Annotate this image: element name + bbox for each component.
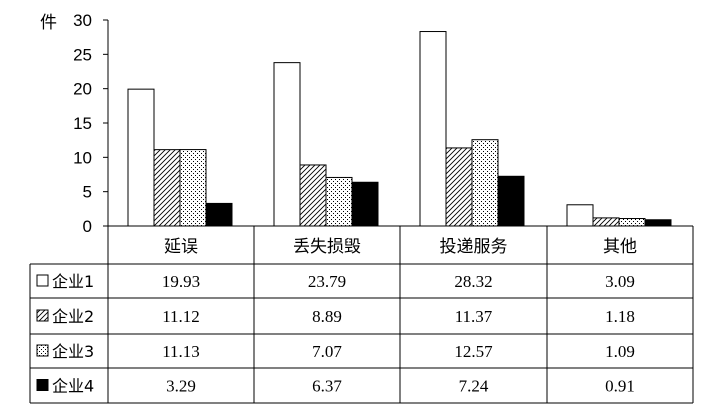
data-label: 11.37 [455,307,493,326]
legend-swatch [36,274,49,287]
bar-企业1-其他 [566,204,594,227]
bar-企业1-投递服务 [419,31,447,227]
data-label: 7.24 [459,377,489,396]
category-label: 其他 [603,237,637,257]
bar-企业2-丢失损毁 [299,164,327,227]
y-tick-label: 5 [83,183,92,202]
data-label: 3.09 [605,272,635,291]
data-label: 11.13 [162,342,200,361]
y-tick-label: 20 [73,80,92,99]
y-tick-label: 15 [73,114,92,133]
legend-label: 企业2 [52,307,94,326]
y-tick-label: 0 [83,217,92,236]
y-tick-label: 25 [73,45,92,64]
y-tick-label: 10 [73,148,92,167]
data-label: 11.12 [162,307,200,326]
bar-企业1-丢失损毁 [273,62,301,227]
data-label: 1.09 [605,342,635,361]
bar-企业3-其他 [618,218,646,227]
legend-swatch [36,309,49,322]
bar-企业4-丢失损毁 [351,181,379,227]
y-tick-label: 30 [73,11,92,30]
bar-企业3-延误 [179,149,207,227]
category-label: 延误 [164,237,198,257]
data-label: 1.18 [605,307,635,326]
legend-label: 企业3 [52,342,94,361]
bar-企业3-丢失损毁 [325,176,353,227]
data-label: 7.07 [312,342,342,361]
data-label: 0.91 [605,377,635,396]
data-label: 6.37 [312,377,342,396]
data-label: 12.57 [454,342,493,361]
data-label: 19.93 [162,272,200,291]
legend-label: 企业1 [52,272,94,291]
bar-企业1-延误 [127,88,155,227]
bar-企业2-延误 [153,149,181,227]
legend-swatch [36,344,49,357]
y-axis-unit-label: 件 [40,13,57,33]
data-label: 23.79 [308,272,346,291]
data-label: 3.29 [166,377,196,396]
category-label: 投递服务 [440,237,508,257]
bar-企业4-延误 [205,202,233,227]
bar-企业2-投递服务 [445,147,473,227]
data-label: 28.32 [454,272,492,291]
data-label: 8.89 [312,307,342,326]
bar-企业4-其他 [644,219,672,227]
bar-企业2-其他 [592,217,620,227]
legend-label: 企业4 [52,377,94,396]
legend-swatch [36,379,49,391]
bar-企业3-投递服务 [471,139,499,227]
bar-企业4-投递服务 [497,175,525,227]
category-label: 丢失损毁 [293,237,361,257]
